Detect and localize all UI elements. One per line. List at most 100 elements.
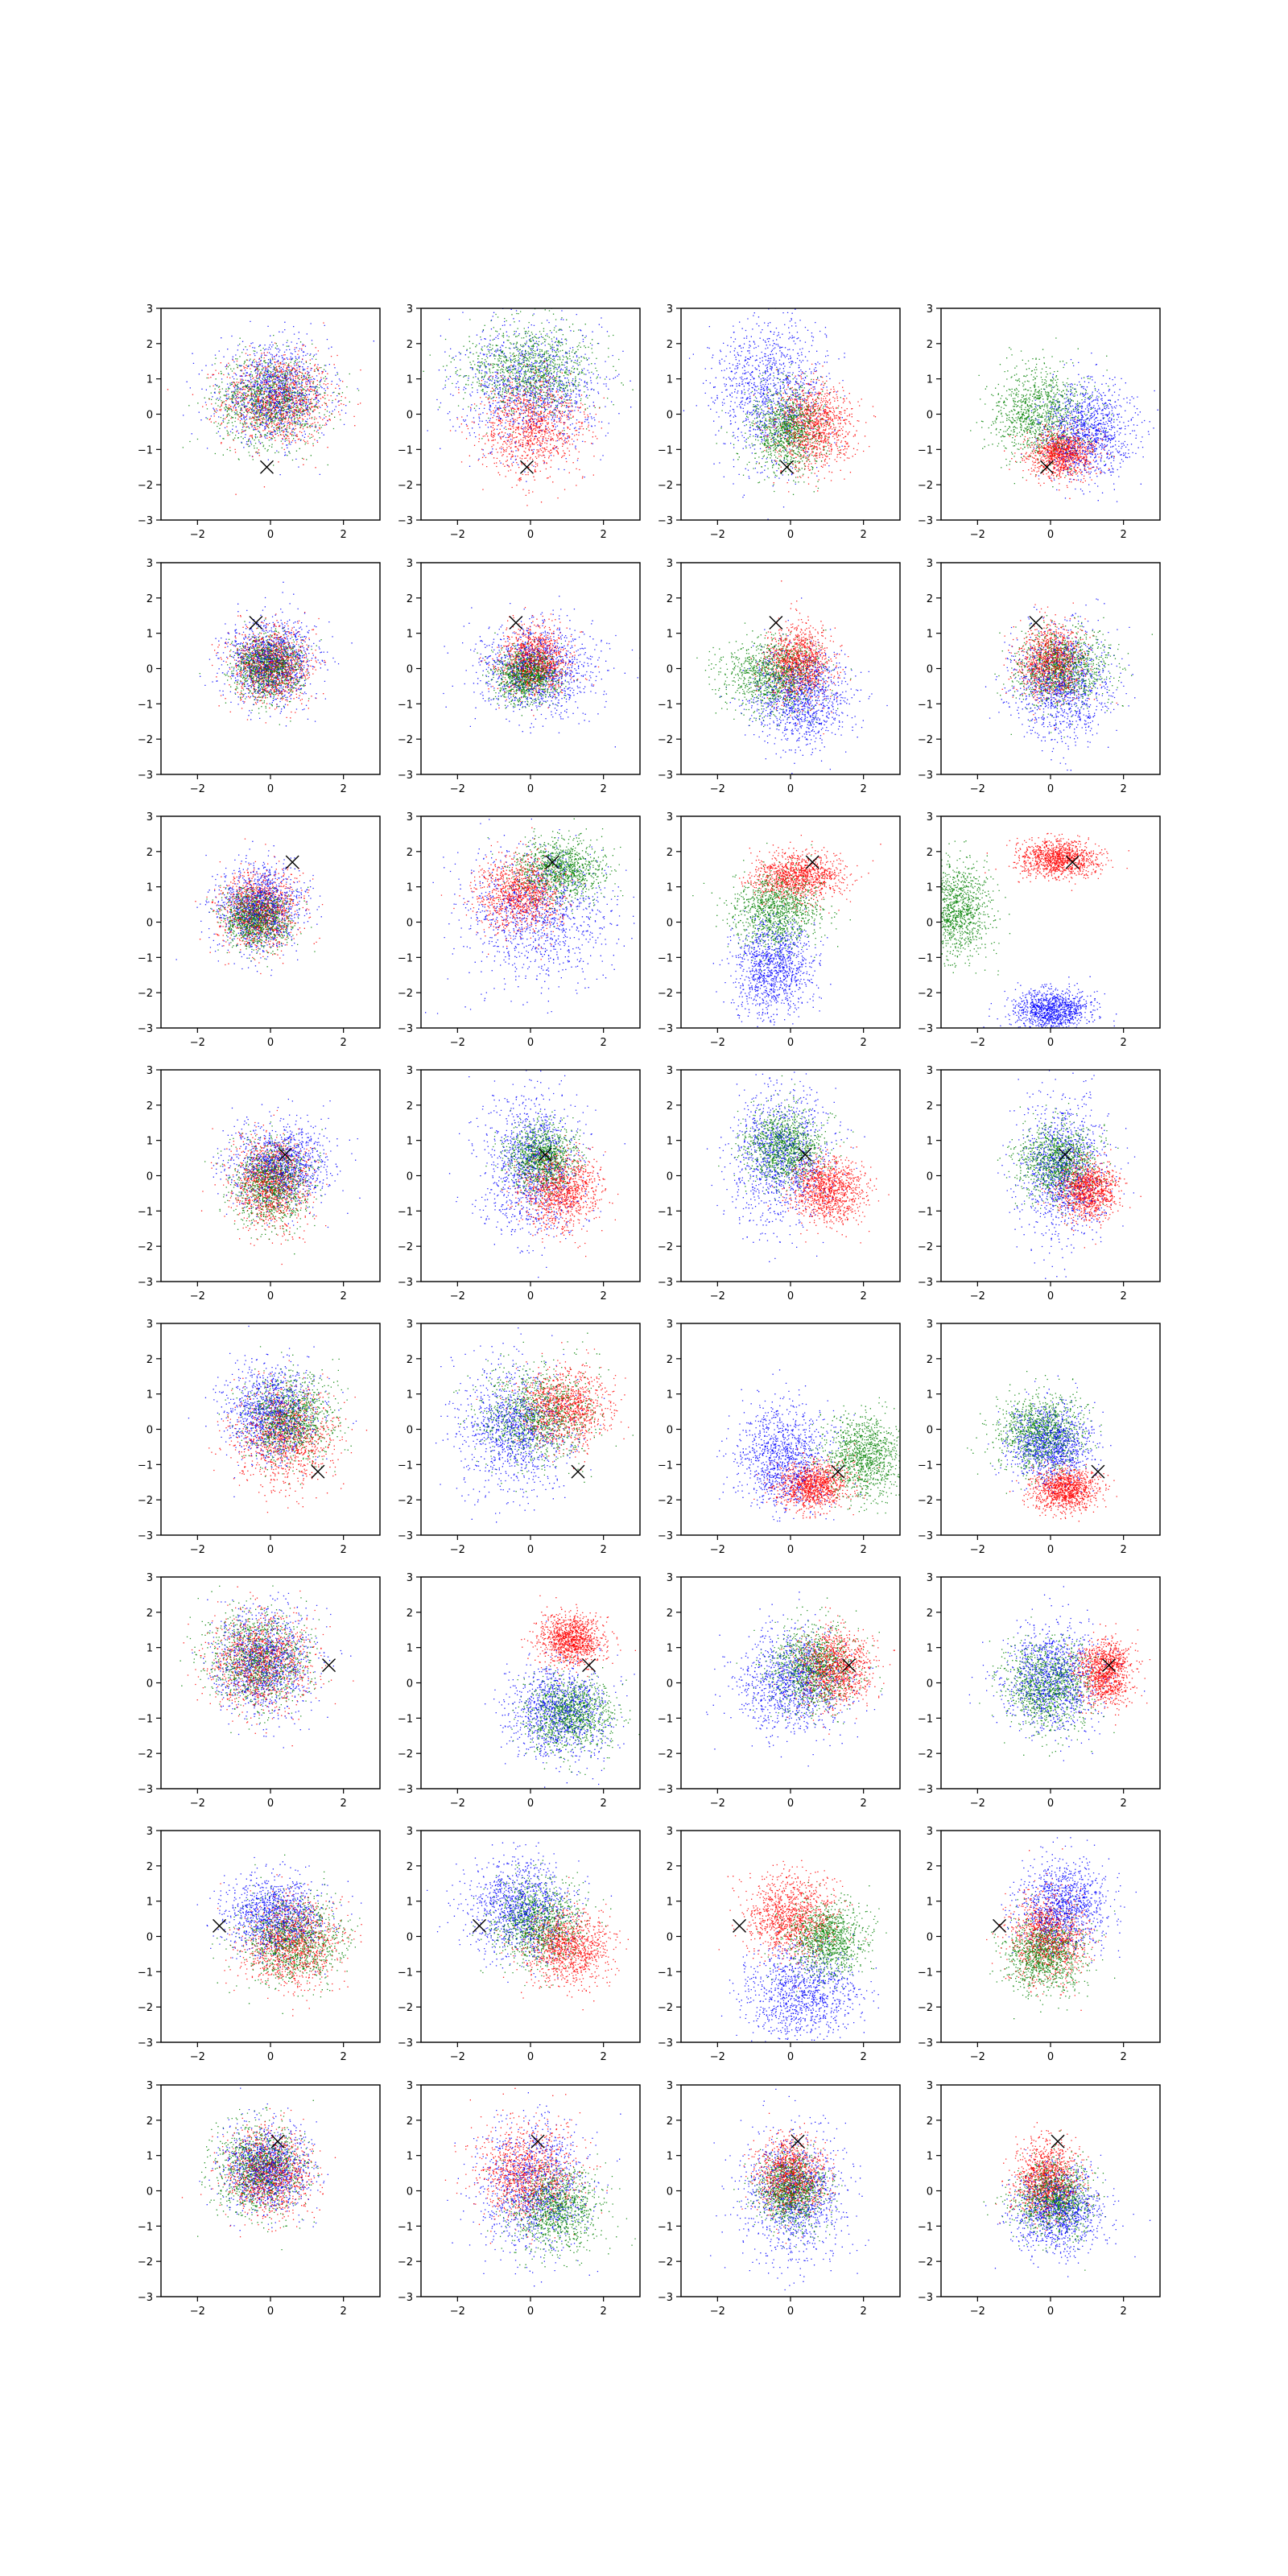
x-tick-label: −2	[710, 529, 725, 541]
y-tick-label: 0	[407, 918, 413, 930]
panel-r1-c3: −2 0 2 −3 −2 −1 0 1 2 3	[658, 303, 901, 541]
y-tick-label: 1	[147, 1643, 153, 1655]
y-tick-label: 3	[927, 2080, 933, 2092]
series-3-points	[200, 840, 318, 961]
y-tick-label: −2	[398, 1748, 413, 1761]
x-tick-label: 2	[1121, 783, 1127, 795]
y-tick-label: 1	[407, 1643, 413, 1655]
series-3-points	[996, 603, 1118, 764]
y-tick-label: 3	[667, 811, 673, 824]
panel-r8-c2: −2 0 2 −3 −2 −1 0 1 2 3	[398, 2080, 641, 2318]
series-3-points	[192, 335, 374, 455]
series-1-points	[456, 2087, 608, 2245]
x-tick-label: −2	[970, 1544, 985, 1556]
y-tick-label: −1	[398, 2221, 413, 2233]
series-1-points	[741, 848, 862, 911]
series-2-points	[487, 828, 621, 918]
y-tick-label: 2	[927, 593, 933, 605]
series-1-points	[741, 841, 852, 908]
series-1-points	[756, 1452, 861, 1518]
y-tick-label: 2	[407, 1100, 413, 1113]
y-tick-label: −1	[918, 699, 933, 711]
series-1-points	[500, 1876, 627, 1999]
series-3-points	[716, 1389, 861, 1522]
series-2-points	[941, 840, 1000, 966]
series-1-points	[1038, 1127, 1141, 1226]
x-tick-label: −2	[450, 1290, 465, 1302]
x-tick-label: 0	[527, 1037, 534, 1049]
x-marker	[791, 2134, 805, 2149]
point-clouds	[196, 1854, 362, 2017]
panel-r2-c2: −2 0 2 −3 −2 −1 0 1 2 3	[398, 558, 641, 795]
series-2-points	[227, 1135, 323, 1255]
series-1-points	[167, 322, 346, 451]
series-2-points	[472, 1860, 589, 1988]
series-3-points	[448, 1360, 585, 1520]
y-tick-label: 0	[147, 1171, 153, 1183]
x-tick-label: 0	[527, 1798, 534, 1810]
x-tick-label: −2	[970, 529, 985, 541]
x-tick-label: 0	[267, 783, 274, 795]
y-tick-label: 2	[667, 593, 673, 605]
panel-r3-c2: −2 0 2 −3 −2 −1 0 1 2 3	[398, 811, 641, 1049]
series-2-points	[941, 859, 999, 971]
series-1-points	[786, 1627, 877, 1721]
series-3-points	[707, 308, 846, 487]
point-clouds	[718, 1860, 887, 2042]
series-3-points	[1003, 2158, 1134, 2268]
series-2-points	[182, 343, 341, 460]
y-tick-label: 1	[667, 374, 673, 386]
series-1-points	[1008, 836, 1128, 881]
series-2-points	[227, 630, 312, 725]
y-tick-label: 3	[407, 1065, 413, 1077]
y-tick-label: −3	[138, 1784, 153, 1796]
x-tick-label: −2	[970, 2306, 985, 2318]
series-1-points	[1001, 1872, 1095, 2011]
x-marker	[1065, 855, 1080, 869]
series-2-points	[451, 314, 593, 433]
point-clouds	[706, 1591, 895, 1767]
x-tick-label: 0	[527, 2306, 534, 2318]
y-tick-label: 0	[667, 410, 673, 422]
y-tick-label: 3	[927, 303, 933, 316]
series-3-points	[721, 914, 821, 1026]
y-tick-label: −1	[918, 1967, 933, 1979]
axes-frame	[680, 1069, 901, 1282]
x-marker	[733, 1918, 747, 1933]
series-2-points	[446, 311, 597, 440]
series-1-points	[1023, 1459, 1110, 1517]
y-tick-label: 1	[927, 374, 933, 386]
series-2-points	[204, 2099, 314, 2233]
series-1-points	[743, 2123, 828, 2216]
x-marker	[322, 1658, 336, 1673]
axes-frame	[680, 815, 901, 1029]
series-3-points	[204, 608, 326, 720]
y-tick-label: 3	[927, 1065, 933, 1077]
series-1-points	[508, 1896, 629, 1996]
y-tick-label: −2	[138, 480, 153, 492]
y-tick-label: 1	[927, 1136, 933, 1148]
x-tick-label: 0	[787, 2051, 794, 2063]
series-2-points	[722, 871, 837, 962]
series-3-points	[734, 629, 869, 764]
y-tick-label: −3	[918, 1530, 933, 1542]
panel-r2-c4: −2 0 2 −3 −2 −1 0 1 2 3	[918, 558, 1161, 795]
x-tick-label: 2	[341, 1037, 347, 1049]
series-1-points	[459, 838, 571, 935]
series-2-points	[997, 2130, 1105, 2250]
y-tick-label: 0	[407, 410, 413, 422]
y-tick-label: −2	[658, 988, 673, 1000]
x-marker	[538, 1147, 552, 1162]
panel-r6-c2: −2 0 2 −3 −2 −1 0 1 2 3	[398, 1572, 641, 1810]
x-tick-label: 0	[1047, 1798, 1054, 1810]
x-tick-label: 2	[601, 1037, 607, 1049]
x-tick-label: 2	[601, 1544, 607, 1556]
series-3-points	[721, 1369, 857, 1520]
axes-frame	[420, 1576, 641, 1790]
y-tick-label: −3	[398, 1023, 413, 1035]
axes-frame	[940, 562, 1161, 775]
y-tick-label: −2	[918, 1241, 933, 1253]
panel-r2-c1: −2 0 2 −3 −2 −1 0 1 2 3	[138, 558, 381, 795]
x-tick-label: 2	[601, 2051, 607, 2063]
y-tick-label: 2	[667, 339, 673, 351]
